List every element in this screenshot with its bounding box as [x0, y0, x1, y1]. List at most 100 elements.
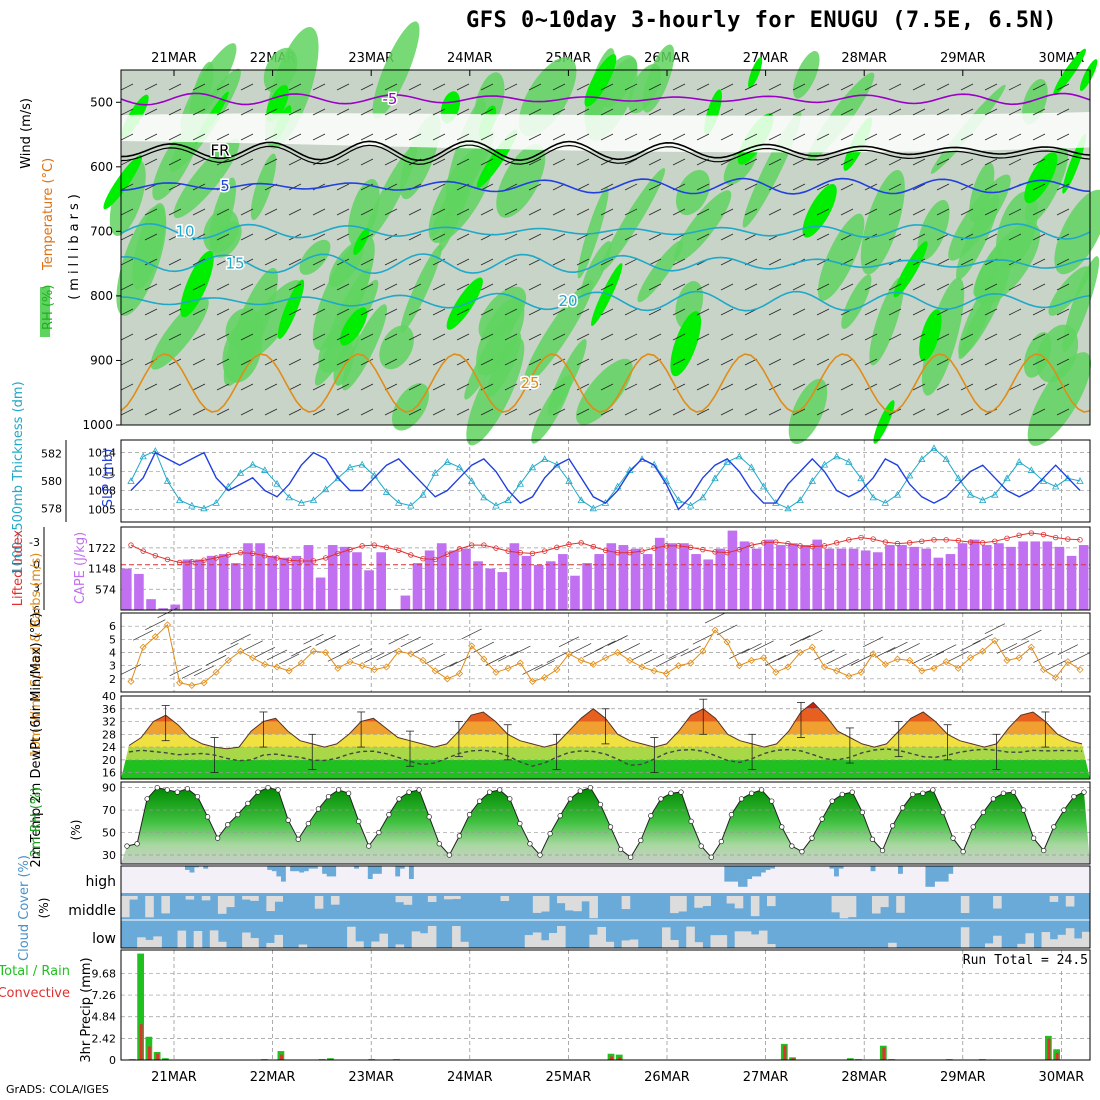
- wind-speed-point: [188, 681, 196, 689]
- li-point: [164, 556, 171, 563]
- wind-barb: [384, 208, 398, 216]
- rh-point: [1041, 847, 1047, 854]
- cape-bar: [897, 545, 907, 610]
- cloud-high-bar: [898, 866, 903, 874]
- wind-barb: [408, 208, 422, 216]
- wind-speed-point: [492, 668, 500, 676]
- wind-barb: [528, 333, 542, 341]
- wind-barb-10m: [936, 644, 957, 656]
- thickness-point: [224, 482, 233, 490]
- wind-barb-10m: [400, 636, 421, 648]
- wind-speed-point: [699, 647, 707, 655]
- rh-point: [698, 843, 704, 849]
- rh-patch: [348, 178, 380, 247]
- rh-point: [879, 847, 886, 854]
- li-point: [578, 540, 584, 546]
- thickness-point: [273, 479, 281, 487]
- li-point: [736, 546, 743, 553]
- rh-patch: [379, 325, 414, 370]
- wind-barb: [480, 83, 494, 91]
- wind-speed-point: [893, 655, 902, 663]
- cape-bar: [243, 543, 253, 610]
- rh-patch: [1035, 324, 1079, 383]
- wind-barb: [528, 158, 542, 166]
- cloud-high-bar: [189, 866, 195, 873]
- cloud-mid-gap: [444, 896, 453, 900]
- wind-barb: [120, 308, 134, 316]
- cape-bar: [957, 543, 968, 610]
- rh-point: [436, 841, 442, 847]
- wind-barb: [1008, 208, 1022, 216]
- wind-barb-10m: [133, 629, 154, 641]
- rh-tick-label: 70: [102, 804, 116, 817]
- rh-point: [537, 852, 543, 858]
- wind-barb: [648, 408, 662, 416]
- thickness-point: [431, 468, 439, 476]
- wind-barb: [552, 208, 566, 216]
- wind-barb: [192, 108, 206, 116]
- cape-bar: [885, 545, 895, 610]
- rh-point: [1061, 807, 1067, 813]
- wind-barb: [264, 333, 278, 341]
- wind-barb: [840, 333, 854, 341]
- cape-bar: [812, 539, 823, 610]
- wind-speed-point: [760, 654, 768, 662]
- rh-point: [215, 835, 221, 841]
- li-line: [130, 532, 1081, 564]
- rh-patch: [223, 267, 278, 387]
- thickness-point: [346, 463, 354, 471]
- rh-patch-high: [802, 184, 837, 238]
- thickness-point: [1015, 458, 1023, 465]
- wind-barb: [936, 108, 950, 116]
- level-label: 800: [90, 289, 113, 303]
- thickness-point: [443, 458, 452, 465]
- rh-patch: [523, 280, 594, 385]
- wind-barb: [504, 183, 518, 191]
- wind-barb-10m: [595, 640, 616, 652]
- rh-point: [204, 814, 211, 820]
- wind-barb: [888, 83, 902, 91]
- cape-bar: [969, 539, 980, 610]
- wind-barb: [912, 333, 926, 341]
- wind-barb: [960, 283, 974, 291]
- wind-barb: [864, 408, 878, 416]
- wind-barb: [648, 133, 662, 141]
- cape-bar: [630, 548, 641, 610]
- li-point: [249, 550, 256, 557]
- thickness-point: [175, 496, 184, 504]
- wind-barb: [168, 108, 182, 116]
- wind-barb: [816, 308, 830, 316]
- wind-barb: [456, 83, 470, 91]
- rh-patch: [600, 167, 666, 272]
- rh-patch: [995, 191, 1038, 269]
- thickness-tick-label: 582: [41, 448, 62, 461]
- rh-patch: [576, 358, 633, 425]
- rh-patch: [788, 378, 828, 445]
- wind-barb: [696, 408, 710, 416]
- rh-point: [507, 796, 513, 802]
- wind-barb: [1056, 308, 1070, 316]
- wind-speed-point: [273, 663, 281, 671]
- wind-barb: [216, 133, 230, 141]
- wind-barb: [816, 83, 830, 91]
- thickness-point: [978, 496, 987, 504]
- wind-barb: [480, 108, 494, 116]
- rh-point: [144, 796, 150, 802]
- slp-tick-label: 1014: [88, 447, 116, 460]
- rh-point: [527, 841, 533, 847]
- wind-barb: [456, 208, 470, 216]
- wind-barb: [216, 333, 230, 341]
- wind-barb: [1008, 83, 1022, 91]
- chart-title: GFS 0~10day 3-hourly for ENUGU (7.5E, 6.…: [466, 8, 1058, 33]
- thickness-point: [699, 493, 707, 501]
- cloud-low-gap: [355, 941, 364, 948]
- wind-barb: [312, 308, 326, 316]
- cloud-low-gap: [137, 937, 146, 948]
- wind-barb: [528, 383, 542, 391]
- precip-convective-bar: [610, 1056, 613, 1060]
- rh-patch: [496, 144, 546, 218]
- cloud-mid-gap: [831, 896, 841, 913]
- cloud-mid-gap: [896, 896, 905, 913]
- wind-barb: [672, 108, 686, 116]
